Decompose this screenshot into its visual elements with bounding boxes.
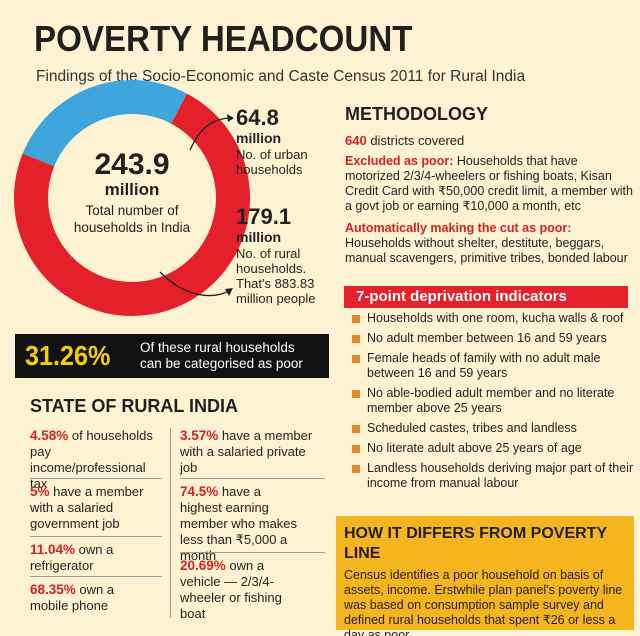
auto-label: Automatically making the cut as poor:: [345, 221, 572, 235]
bullet-icon: [352, 355, 360, 363]
urban-arrow-head: [227, 114, 234, 122]
urban-slice: [22, 80, 187, 167]
rural-item-pct: 5%: [30, 484, 50, 499]
divider: [30, 478, 162, 479]
bullet-icon: [352, 465, 360, 473]
rural-item-text: own a vehicle — 2/3/4-wheeler or fishing…: [180, 558, 282, 621]
divider: [30, 576, 162, 577]
excluded-paragraph: Excluded as poor: Households that have m…: [345, 154, 635, 214]
districts-count: 640: [345, 133, 367, 148]
urban-value: 64.8: [236, 105, 279, 130]
rural-item-pct: 3.57%: [180, 428, 219, 443]
rural-item: 20.69% own a vehicle — 2/3/4-wheeler or …: [180, 558, 290, 622]
total-unit: million: [104, 180, 160, 199]
rural-item-text: own a refrigerator: [30, 542, 114, 573]
rural-item-pct: 74.5%: [180, 484, 219, 499]
rural-heading: STATE OF RURAL INDIA: [30, 396, 238, 416]
rural-item-text: have a highest earning member who makes …: [180, 484, 298, 563]
excluded-text: Households that have motorized 2/3/4-whe…: [345, 154, 633, 213]
poor-percent: 31.26%: [25, 340, 111, 371]
rural-arrow-head: [225, 288, 233, 296]
total-label: Total number of households in India: [73, 203, 191, 235]
auto-paragraph: Automatically making the cut as poor: Ho…: [345, 221, 635, 266]
list-item: No adult member between 16 and 59 years: [352, 331, 634, 346]
rural-item-text: own a mobile phone: [30, 582, 115, 613]
list-item: Households with one room, kucha walls & …: [352, 311, 634, 326]
urban-label: No. of urban households: [236, 147, 308, 177]
methodology-heading: METHODOLOGY: [345, 104, 488, 124]
rural-value: 179.1: [236, 204, 292, 229]
list-item: No able-bodied adult member and no liter…: [352, 386, 634, 416]
deprivation-list: Households with one room, kucha walls & …: [352, 311, 634, 496]
poverty-line-heading: HOW IT DIFFERS FROM POVERTY LINE: [344, 525, 607, 562]
bullet-icon: [352, 445, 360, 453]
rural-label: No. of rural households. That's 883.83 m…: [236, 246, 316, 306]
total-value: 243.9: [94, 148, 170, 181]
bullet-icon: [352, 390, 360, 398]
bullet-icon: [352, 335, 360, 343]
rural-item-pct: 4.58%: [30, 428, 69, 443]
rural-arrow: [159, 271, 231, 297]
list-item: Landless households deriving major part …: [352, 461, 634, 491]
page-title: POVERTY HEADCOUNT: [34, 18, 413, 59]
page-subtitle: Findings of the Socio-Economic and Caste…: [36, 68, 526, 85]
bullet-icon: [352, 425, 360, 433]
deprivation-heading: 7-point deprivation indicators: [344, 286, 628, 308]
rural-slice: [13, 93, 250, 316]
rural-item: 68.35% own a mobile phone: [30, 582, 130, 614]
rural-item-text: of households pay income/professional ta…: [30, 428, 153, 491]
rural-item: 74.5% have a highest earning member who …: [180, 484, 305, 564]
donut-center: 243.9 million Total number of households…: [62, 150, 202, 236]
divider: [30, 536, 162, 537]
urban-stat: 64.8 million No. of urban households: [236, 105, 331, 178]
districts-line: 640 districts covered: [345, 133, 635, 148]
rural-item-text: have a member with a salaried private jo…: [180, 428, 313, 475]
bullet-icon: [352, 315, 360, 323]
urban-unit: million: [236, 130, 282, 146]
rural-item-pct: 20.69%: [180, 558, 226, 573]
poverty-line-text: Census identifies a poor household on ba…: [344, 568, 623, 636]
rural-unit: million: [236, 229, 282, 245]
rural-stat: 179.1 million No. of rural households. T…: [236, 204, 331, 307]
rural-item: 5% have a member with a salaried governm…: [30, 484, 158, 532]
divider: [180, 552, 325, 553]
divider: [180, 478, 325, 479]
list-item: No literate adult above 25 years of age: [352, 441, 634, 456]
rural-item: 4.58% of households pay income/professio…: [30, 428, 158, 492]
column-divider: [170, 428, 171, 618]
auto-text: Households without shelter, destitute, b…: [345, 236, 628, 265]
excluded-label: Excluded as poor:: [345, 154, 454, 168]
districts-text: districts covered: [366, 133, 465, 148]
poor-text: Of these rural households can be categor…: [140, 340, 303, 371]
rural-item-pct: 68.35%: [30, 582, 76, 597]
list-item: Scheduled castes, tribes and landless: [352, 421, 634, 436]
poor-households-banner: 31.26% Of these rural households can be …: [15, 334, 329, 378]
rural-item-pct: 11.04%: [30, 542, 76, 557]
rural-item: 11.04% own a refrigerator: [30, 542, 130, 574]
rural-item: 3.57% have a member with a salaried priv…: [180, 428, 315, 476]
poverty-line-box: HOW IT DIFFERS FROM POVERTY LINE Census …: [336, 516, 634, 636]
list-item: Female heads of family with no adult mal…: [352, 351, 634, 381]
urban-arrow: [189, 117, 233, 151]
rural-item-text: have a member with a salaried government…: [30, 484, 144, 531]
